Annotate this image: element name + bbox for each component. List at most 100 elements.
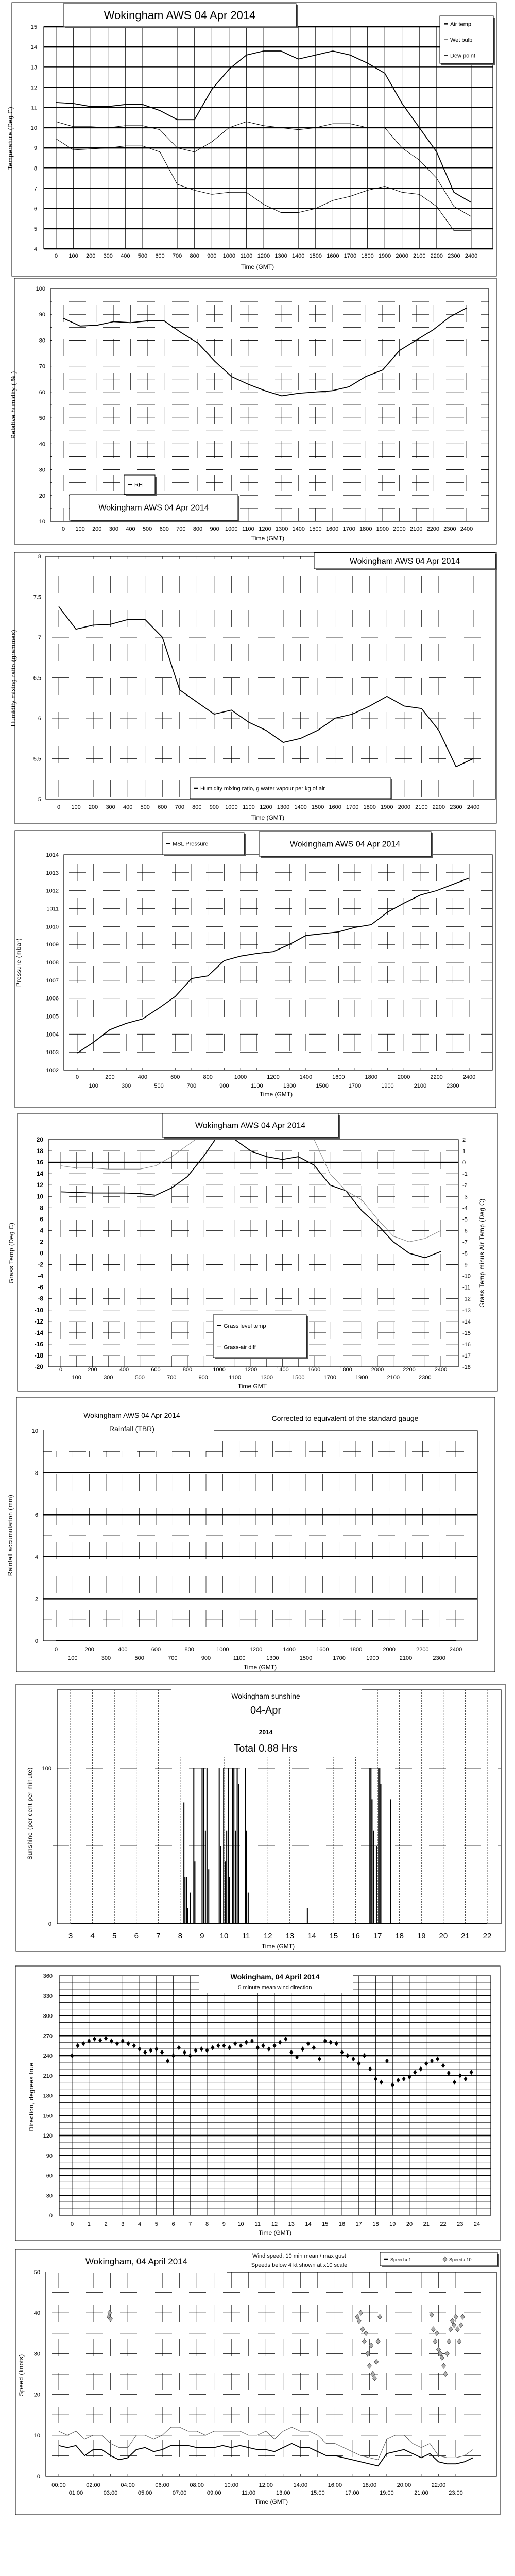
- x-tick-label: 900: [207, 253, 216, 259]
- speed-div10-marker: [429, 2312, 434, 2318]
- x-tick-label: 1900: [379, 253, 391, 259]
- wind-direction-marker: [216, 2043, 220, 2048]
- wind-direction-marker: [278, 2040, 282, 2045]
- y-tick-label: 1003: [46, 1049, 59, 1056]
- x-tick-label: 200: [92, 526, 101, 532]
- x-tick-label: 1500: [310, 253, 322, 259]
- wind-direction-marker: [436, 2056, 440, 2062]
- wind-direction-marker: [126, 2041, 130, 2046]
- x-tick-label: 1800: [365, 1074, 377, 1080]
- y-tick-label: 5.5: [33, 756, 41, 762]
- y-tick-label: 1008: [46, 960, 59, 966]
- x-axis-label: Time (GMT): [241, 263, 274, 270]
- x-tick-label: 100: [68, 1655, 77, 1662]
- y2-tick-label: -3: [462, 1194, 468, 1200]
- x-tick-label: 1000: [225, 804, 237, 810]
- wind-direction-marker: [424, 2061, 428, 2066]
- legend-swatch-marker: [442, 2256, 448, 2262]
- legend-items: RH: [128, 482, 143, 488]
- wind-direction-marker: [98, 2038, 102, 2043]
- speed-div10-marker: [370, 2371, 375, 2377]
- x-tick-label: 1100: [241, 253, 253, 259]
- speed-div10-marker: [364, 2330, 369, 2336]
- series-line-wet-bulb: [56, 121, 472, 217]
- x-tick-label: 2300: [447, 1083, 459, 1089]
- x-tick-label: 10:00: [224, 2482, 238, 2488]
- x-tick-label: 22: [483, 1931, 492, 1940]
- x-tick-label: 500: [154, 1083, 163, 1089]
- x-tick-label: 23: [457, 2221, 463, 2227]
- y-tick-label: 100: [36, 286, 45, 292]
- y-tick-label: 240: [43, 2053, 53, 2059]
- y-tick-label: 0: [40, 1250, 43, 1257]
- legend-items: MSL Pressure: [166, 841, 208, 848]
- grid: [43, 1431, 477, 1641]
- legend-label: Grass-air diff: [224, 1344, 256, 1350]
- x-tick-label: 800: [184, 1647, 194, 1653]
- y-tick-label: -18: [35, 1352, 44, 1359]
- x-tick-label: 600: [151, 1647, 161, 1653]
- series-line-dew-point: [56, 139, 471, 231]
- y-tick-label: 1007: [46, 978, 59, 984]
- x-tick-label: 1400: [300, 1074, 312, 1080]
- x-tick-label: 15:00: [311, 2490, 325, 2496]
- x-tick-label: 17:00: [345, 2490, 359, 2496]
- x-tick-label: 4: [138, 2221, 141, 2227]
- x-tick-label: 400: [138, 1074, 147, 1080]
- wind-direction-marker: [390, 2082, 394, 2088]
- chart-title: Wokingham AWS 04 Apr 2014: [83, 1411, 180, 1419]
- x-tick-label: 11:00: [242, 2490, 255, 2496]
- x-tick-label: 1600: [329, 804, 341, 810]
- x-tick-label: 400: [119, 1367, 129, 1373]
- series-line-grass-air-diff: [60, 1140, 441, 1242]
- speed-div10-marker: [447, 2338, 452, 2345]
- y2-tick-label: 2: [462, 1137, 466, 1143]
- chart-title: Wokingham, 04 April 2014: [85, 2257, 187, 2266]
- y-tick-label: 1005: [46, 1014, 59, 1020]
- x-tick-label: 13: [288, 2221, 295, 2227]
- x-tick-label: 02:00: [86, 2482, 100, 2488]
- wind-direction-marker: [413, 2070, 417, 2075]
- data-layer: [70, 2036, 473, 2088]
- x-tick-label: 200: [84, 1647, 94, 1653]
- x-axis-label: Time (GMT): [259, 2229, 291, 2236]
- title-box: [69, 494, 238, 521]
- legend-items: Grass level temp Grass-air diff: [217, 1323, 266, 1350]
- x-tick-label: 700: [167, 1375, 176, 1381]
- x-tick-label: 600: [170, 1074, 180, 1080]
- x-tick-label: 11: [255, 2221, 261, 2227]
- x-tick-label: 600: [155, 253, 164, 259]
- grid: [46, 556, 495, 800]
- y-tick-label: 210: [43, 2073, 53, 2079]
- y-tick-label: 60: [46, 2173, 53, 2179]
- wind-direction-marker: [255, 2045, 260, 2050]
- x-tick-label: 2000: [396, 253, 408, 259]
- chart-title: Wokingham sunshine: [231, 1692, 300, 1700]
- speed-div10-marker: [448, 2326, 453, 2332]
- x-tick-label: 2400: [463, 1074, 475, 1080]
- wind-direction-marker: [334, 2041, 338, 2046]
- x-tick-label: 2100: [415, 804, 427, 810]
- y-tick-label: 50: [34, 2269, 40, 2276]
- x-tick-label: 1700: [333, 1655, 345, 1662]
- y-tick-label: 20: [37, 1136, 44, 1143]
- x-tick-label: 22:00: [432, 2482, 446, 2488]
- x-tick-label: 2200: [403, 1367, 415, 1373]
- x-tick-label: 1500: [312, 804, 324, 810]
- legend-items: Humidity mixing ratio, g water vapour pe…: [194, 786, 325, 792]
- x-tick-label: 19:00: [380, 2490, 394, 2496]
- x-tick-label: 800: [190, 253, 199, 259]
- y-tick-label: 100: [42, 1766, 52, 1772]
- speed-div10-marker: [438, 2350, 443, 2357]
- x-tick-label: 1600: [308, 1367, 320, 1373]
- y2-tick-label: -2: [462, 1182, 468, 1189]
- x-tick-label: 200: [88, 1367, 97, 1373]
- y-tick-label: 6.5: [33, 675, 41, 682]
- chart-title: Wokingham AWS 04 Apr 2014: [350, 557, 460, 566]
- y-tick-label: 90: [46, 2153, 53, 2159]
- x-tick-label: 1800: [361, 253, 373, 259]
- x-tick-label: 11: [242, 1931, 250, 1940]
- speed-div10-marker: [360, 2326, 365, 2332]
- legend-label: Humidity mixing ratio, g water vapour pe…: [200, 786, 325, 792]
